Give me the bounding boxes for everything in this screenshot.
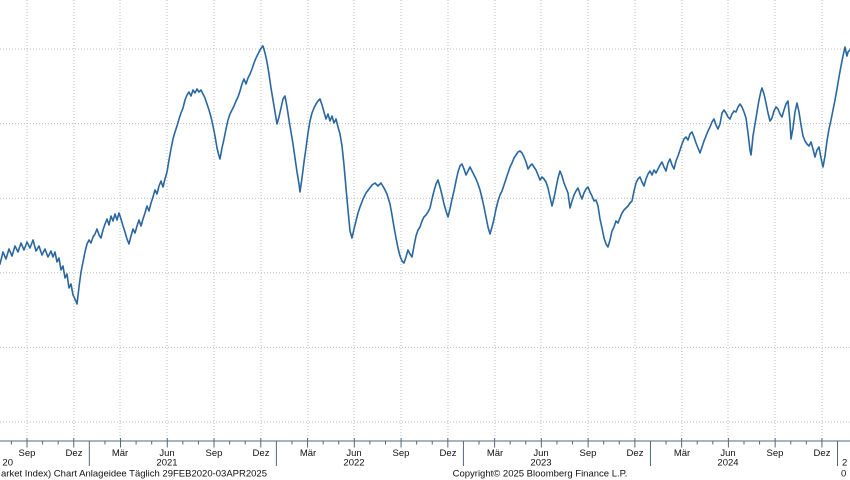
x-tick-label: Sep bbox=[206, 448, 223, 459]
x-tick-label: Jun bbox=[346, 448, 361, 459]
year-label: 20 bbox=[2, 458, 13, 469]
x-tick-label: Dez bbox=[627, 448, 644, 459]
x-tick-label: Mär bbox=[112, 448, 128, 459]
x-tick-label: Sep bbox=[580, 448, 597, 459]
year-label: 2021 bbox=[156, 458, 177, 469]
x-tick-label: Jun bbox=[533, 448, 548, 459]
x-tick-label: Sep bbox=[19, 448, 36, 459]
price-line-series[interactable] bbox=[0, 45, 850, 305]
x-tick-label: Mär bbox=[487, 448, 503, 459]
year-label: 2 bbox=[842, 458, 847, 469]
year-label: 2024 bbox=[717, 458, 738, 469]
chart-plot-area[interactable] bbox=[0, 0, 850, 441]
x-axis-year-labels: 20 2021 2022 2023 2024 2 bbox=[2, 458, 847, 469]
x-tick-label: Dez bbox=[440, 448, 457, 459]
year-label: 2022 bbox=[343, 458, 364, 469]
x-tick-label: Dez bbox=[66, 448, 83, 459]
x-tick-label: Dez bbox=[253, 448, 270, 459]
x-tick-label: Sep bbox=[767, 448, 784, 459]
year-label: 2023 bbox=[530, 458, 551, 469]
x-axis-ticks bbox=[10, 438, 839, 466]
footer-copyright: Copyright© 2025 Bloomberg Finance L.P. bbox=[453, 469, 628, 480]
x-tick-label: Sep bbox=[393, 448, 410, 459]
x-tick-label: Jun bbox=[159, 448, 174, 459]
x-tick-label: Jun bbox=[720, 448, 735, 459]
footer-security-info: arket Index) Chart Anlageidee Täglich 29… bbox=[1, 469, 267, 480]
footer-right-partial-text: 0 bbox=[841, 469, 846, 480]
x-tick-label: Mär bbox=[300, 448, 316, 459]
x-axis-month-labels: Sep Dez Mär Jun Sep Dez Mär Jun Sep Dez Mär Jun Sep D… bbox=[19, 448, 831, 459]
x-tick-label: Mär bbox=[674, 448, 690, 459]
grid-horizontal-lines bbox=[0, 48, 850, 423]
x-tick-label: Dez bbox=[814, 448, 831, 459]
